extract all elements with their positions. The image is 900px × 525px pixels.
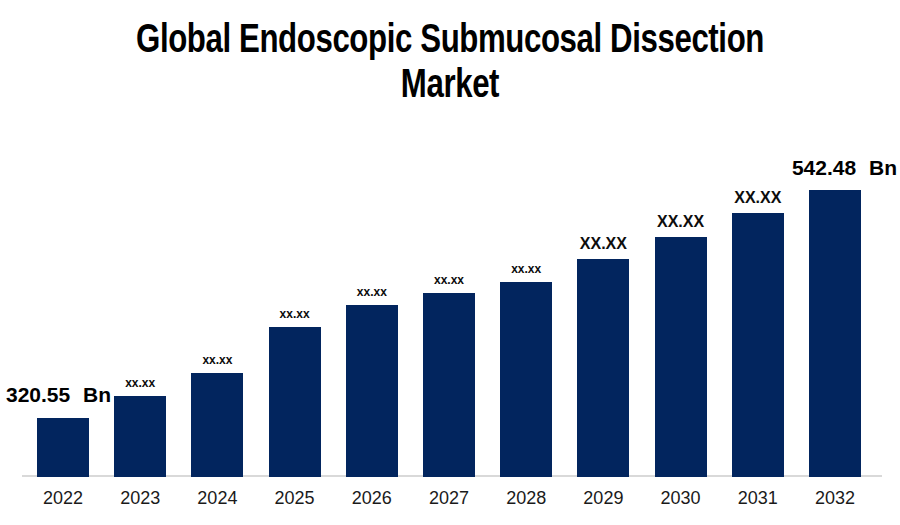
value-label-2025: xx.xx [250, 307, 340, 321]
bar-2027 [423, 293, 475, 477]
value-label-2031: XX.XX [713, 189, 803, 207]
value-label-2029: XX.XX [558, 235, 648, 253]
x-tick-2029: 2029 [568, 488, 638, 509]
x-tick-2023: 2023 [105, 488, 175, 509]
x-tick-2024: 2024 [182, 488, 252, 509]
x-tick-2027: 2027 [414, 488, 484, 509]
value-label-2032: 542.48 Bn [792, 156, 897, 180]
bar-2028 [500, 282, 552, 477]
bar-2031 [732, 213, 784, 477]
bar-2025 [269, 327, 321, 477]
value-label-2028: xx.xx [481, 262, 571, 276]
value-label-2026: xx.xx [327, 285, 417, 299]
value-label-2023: xx.xx [95, 376, 185, 390]
bar-2024 [191, 373, 243, 477]
x-tick-2032: 2032 [800, 488, 870, 509]
x-tick-2022: 2022 [28, 488, 98, 509]
bar-2026 [346, 305, 398, 477]
x-tick-2030: 2030 [646, 488, 716, 509]
bar-chart: Global Endoscopic Submucosal Dissection … [0, 0, 900, 525]
bar-2032 [809, 190, 861, 477]
bar-2022 [37, 418, 89, 477]
bar-chart-plot: 320.55 Bn 542.48 Bn 2022xx.xx2023xx.xx20… [0, 0, 900, 525]
bar-2029 [577, 259, 629, 477]
value-label-2024: xx.xx [172, 353, 262, 367]
x-tick-2026: 2026 [337, 488, 407, 509]
bar-2030 [655, 237, 707, 477]
value-label-2030: XX.XX [636, 213, 726, 231]
x-tick-2031: 2031 [723, 488, 793, 509]
bar-2023 [114, 396, 166, 477]
x-tick-2025: 2025 [260, 488, 330, 509]
x-tick-2028: 2028 [491, 488, 561, 509]
